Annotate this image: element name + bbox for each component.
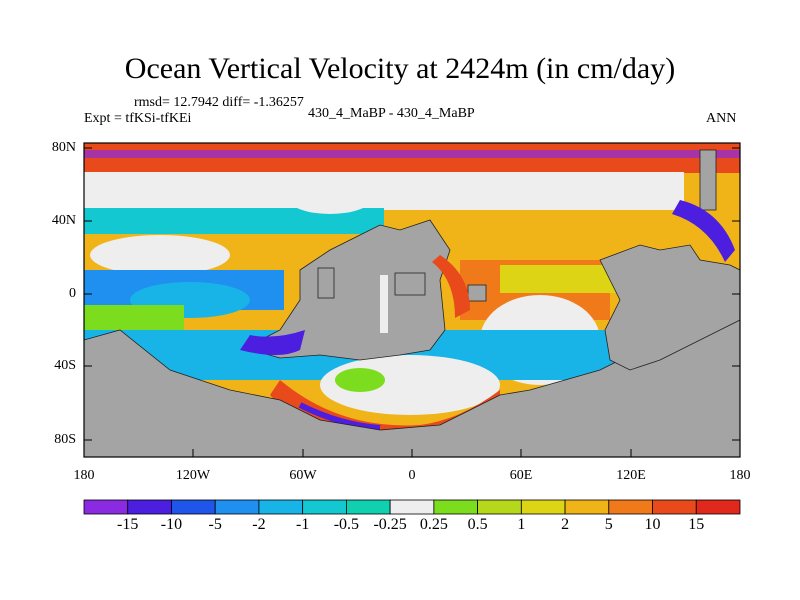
lon-label-60e: 60E bbox=[509, 468, 533, 483]
colorbar-label: 1 bbox=[517, 516, 526, 533]
axis-ticks bbox=[84, 147, 740, 457]
lat-label-80s: 80S bbox=[54, 432, 76, 447]
colorbar-label: -1 bbox=[295, 516, 310, 533]
lon-label-180w: 180 bbox=[73, 468, 95, 483]
season-label: ANN bbox=[706, 111, 737, 126]
lon-label-120e: 120E bbox=[616, 468, 646, 483]
island-4 bbox=[467, 284, 487, 302]
colorbar-swatch bbox=[433, 499, 479, 515]
colorbar-label: 15 bbox=[688, 516, 705, 533]
lon-label-120w: 120W bbox=[175, 468, 211, 483]
antarctic-rim-blue bbox=[298, 402, 381, 431]
colorbar-swatch bbox=[520, 499, 566, 515]
lat-label-40s: 40S bbox=[54, 358, 76, 373]
coast-anomaly-1 bbox=[240, 330, 305, 355]
lat-label-0: 0 bbox=[69, 286, 76, 301]
north-neutral-zone bbox=[84, 172, 684, 210]
lon-label-0: 0 bbox=[408, 468, 416, 483]
colorbar-swatch bbox=[389, 499, 435, 515]
stats-label: rmsd= 12.7942 diff= -1.36257 bbox=[134, 95, 304, 110]
colorbar-label: -0.5 bbox=[333, 516, 360, 533]
colorbar-label: -2 bbox=[252, 516, 266, 533]
island-3 bbox=[699, 149, 717, 211]
colorbar-label: 5 bbox=[604, 516, 613, 533]
colorbar-label: 0.25 bbox=[419, 516, 448, 533]
colorbar-swatch bbox=[608, 499, 653, 515]
colorbar-swatch bbox=[171, 499, 216, 515]
antarctica bbox=[84, 319, 740, 457]
colorbar-swatch bbox=[564, 499, 610, 515]
lat-label-80n: 80N bbox=[51, 140, 76, 155]
lat-label-40n: 40N bbox=[51, 213, 76, 228]
lon-label-180e: 180 bbox=[729, 468, 751, 483]
colorbar-label: 0.5 bbox=[467, 516, 488, 533]
arctic-stripe bbox=[84, 150, 740, 158]
white-strait bbox=[380, 275, 388, 333]
colorbar-swatch bbox=[477, 499, 522, 515]
southern-green bbox=[335, 368, 385, 392]
eastern-continent bbox=[599, 244, 740, 371]
coast-anomaly-3 bbox=[672, 200, 735, 262]
land-group bbox=[84, 149, 740, 457]
colorbar-swatch bbox=[127, 499, 172, 515]
colorbar-swatch bbox=[258, 499, 304, 515]
pacific-neutral-north bbox=[90, 235, 230, 275]
colorbar bbox=[83, 499, 741, 515]
colorbar-label: 2 bbox=[561, 516, 570, 533]
colorbar-swatch bbox=[83, 499, 129, 515]
colorbar-label: -15 bbox=[117, 516, 139, 533]
map-title: Ocean Vertical Velocity at 2424m (in cm/… bbox=[124, 52, 676, 85]
expt-label: Expt = tfKSi-tfKEi bbox=[84, 111, 192, 126]
lon-label-60w: 60W bbox=[289, 468, 317, 483]
island-2 bbox=[394, 272, 426, 296]
atlantic-neutral-north bbox=[290, 186, 370, 214]
colorbar-label: -0.25 bbox=[373, 516, 407, 533]
colorbar-label: -10 bbox=[160, 516, 183, 533]
colorbar-label: 10 bbox=[644, 516, 661, 533]
central-continent bbox=[243, 219, 451, 361]
comparison-label: 430_4_MaBP - 430_4_MaBP bbox=[308, 106, 475, 121]
colorbar-label: -5 bbox=[208, 516, 222, 533]
island-1 bbox=[317, 267, 335, 299]
colorbar-swatch bbox=[695, 499, 741, 515]
colorbar-swatch bbox=[652, 499, 697, 515]
colorbar-swatch bbox=[214, 499, 260, 515]
coast-anomaly-2 bbox=[432, 255, 470, 318]
colorbar-swatch bbox=[302, 499, 347, 515]
colorbar-swatch bbox=[345, 499, 391, 515]
